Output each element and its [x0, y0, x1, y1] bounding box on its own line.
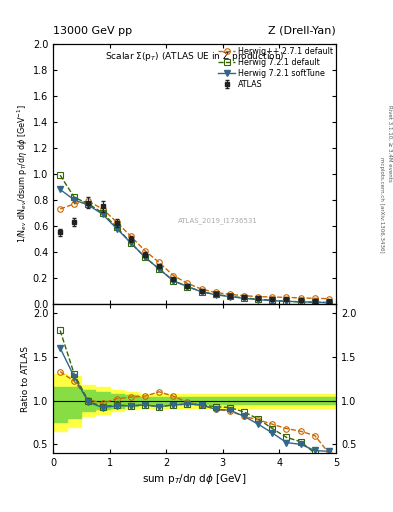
Herwig++ 2.7.1 default — [228, 291, 232, 297]
Herwig 7.2.1 softTune — [185, 284, 190, 290]
Y-axis label: 1/N$_{ev}$ dN$_{ev}$/dsum p$_T$/d$\eta$ d$\phi$ [GeV$^{-1}$]: 1/N$_{ev}$ dN$_{ev}$/dsum p$_T$/d$\eta$ … — [16, 104, 30, 243]
Herwig 7.2.1 default — [171, 278, 176, 284]
Herwig++ 2.7.1 default — [58, 206, 62, 212]
Herwig++ 2.7.1 default — [199, 286, 204, 292]
Text: 13000 GeV pp: 13000 GeV pp — [53, 26, 132, 36]
Herwig 7.2.1 default — [242, 295, 246, 301]
Herwig 7.2.1 softTune — [256, 296, 261, 303]
Herwig++ 2.7.1 default — [143, 248, 147, 254]
Text: Z (Drell-Yan): Z (Drell-Yan) — [268, 26, 336, 36]
Herwig 7.2.1 softTune — [58, 186, 62, 193]
Herwig 7.2.1 default — [327, 300, 331, 306]
Line: Herwig 7.2.1 default: Herwig 7.2.1 default — [57, 173, 332, 305]
Herwig 7.2.1 default — [213, 291, 218, 297]
Herwig++ 2.7.1 default — [312, 295, 317, 302]
Herwig 7.2.1 default — [312, 299, 317, 305]
Herwig 7.2.1 default — [143, 254, 147, 260]
Herwig 7.2.1 default — [298, 299, 303, 305]
Herwig 7.2.1 softTune — [242, 295, 246, 302]
Herwig++ 2.7.1 default — [327, 295, 331, 302]
Herwig 7.2.1 default — [72, 194, 77, 200]
Herwig++ 2.7.1 default — [242, 293, 246, 299]
Herwig++ 2.7.1 default — [270, 294, 275, 300]
Herwig 7.2.1 default — [58, 172, 62, 178]
Herwig 7.2.1 softTune — [72, 197, 77, 203]
Herwig++ 2.7.1 default — [298, 295, 303, 301]
X-axis label: sum p$_T$/d$\eta$ d$\phi$ [GeV]: sum p$_T$/d$\eta$ d$\phi$ [GeV] — [142, 472, 247, 486]
Herwig 7.2.1 softTune — [143, 254, 147, 260]
Herwig 7.2.1 default — [185, 284, 190, 290]
Text: ATLAS_2019_I1736531: ATLAS_2019_I1736531 — [178, 218, 257, 224]
Herwig 7.2.1 default — [86, 201, 91, 207]
Herwig++ 2.7.1 default — [157, 260, 162, 266]
Herwig 7.2.1 softTune — [114, 225, 119, 231]
Y-axis label: Ratio to ATLAS: Ratio to ATLAS — [21, 346, 30, 412]
Herwig++ 2.7.1 default — [114, 219, 119, 225]
Herwig 7.2.1 default — [228, 293, 232, 300]
Herwig++ 2.7.1 default — [100, 206, 105, 212]
Text: Scalar $\Sigma$(p$_T$) (ATLAS UE in Z production): Scalar $\Sigma$(p$_T$) (ATLAS UE in Z pr… — [105, 50, 285, 63]
Herwig 7.2.1 default — [199, 289, 204, 295]
Herwig 7.2.1 softTune — [199, 289, 204, 295]
Herwig++ 2.7.1 default — [72, 201, 77, 207]
Herwig 7.2.1 softTune — [157, 266, 162, 272]
Herwig 7.2.1 softTune — [228, 293, 232, 300]
Herwig 7.2.1 softTune — [171, 278, 176, 284]
Herwig 7.2.1 default — [284, 298, 289, 304]
Herwig 7.2.1 softTune — [327, 300, 331, 306]
Herwig 7.2.1 softTune — [284, 298, 289, 304]
Text: Rivet 3.1.10, ≥ 3.4M events: Rivet 3.1.10, ≥ 3.4M events — [387, 105, 392, 182]
Line: Herwig++ 2.7.1 default: Herwig++ 2.7.1 default — [57, 199, 332, 302]
Line: Herwig 7.2.1 softTune: Herwig 7.2.1 softTune — [57, 187, 332, 305]
Herwig 7.2.1 default — [114, 224, 119, 230]
Herwig 7.2.1 default — [270, 297, 275, 303]
Herwig 7.2.1 softTune — [312, 299, 317, 305]
Herwig++ 2.7.1 default — [171, 272, 176, 279]
Herwig 7.2.1 softTune — [129, 240, 133, 246]
Herwig 7.2.1 softTune — [213, 292, 218, 298]
Herwig 7.2.1 softTune — [270, 297, 275, 304]
Herwig 7.2.1 default — [256, 296, 261, 302]
Herwig 7.2.1 softTune — [298, 299, 303, 305]
Herwig 7.2.1 default — [157, 266, 162, 272]
Herwig++ 2.7.1 default — [86, 198, 91, 204]
Herwig++ 2.7.1 default — [213, 289, 218, 295]
Herwig++ 2.7.1 default — [185, 280, 190, 286]
Herwig 7.2.1 default — [129, 240, 133, 246]
Herwig 7.2.1 default — [100, 210, 105, 216]
Herwig 7.2.1 softTune — [100, 211, 105, 217]
Legend: Herwig++ 2.7.1 default, Herwig 7.2.1 default, Herwig 7.2.1 softTune, ATLAS: Herwig++ 2.7.1 default, Herwig 7.2.1 def… — [218, 46, 334, 90]
Text: mcplots.cern.ch [arXiv:1306.3436]: mcplots.cern.ch [arXiv:1306.3436] — [379, 157, 384, 252]
Herwig 7.2.1 softTune — [86, 202, 91, 208]
Herwig++ 2.7.1 default — [129, 233, 133, 240]
Herwig++ 2.7.1 default — [284, 294, 289, 301]
Herwig++ 2.7.1 default — [256, 293, 261, 300]
